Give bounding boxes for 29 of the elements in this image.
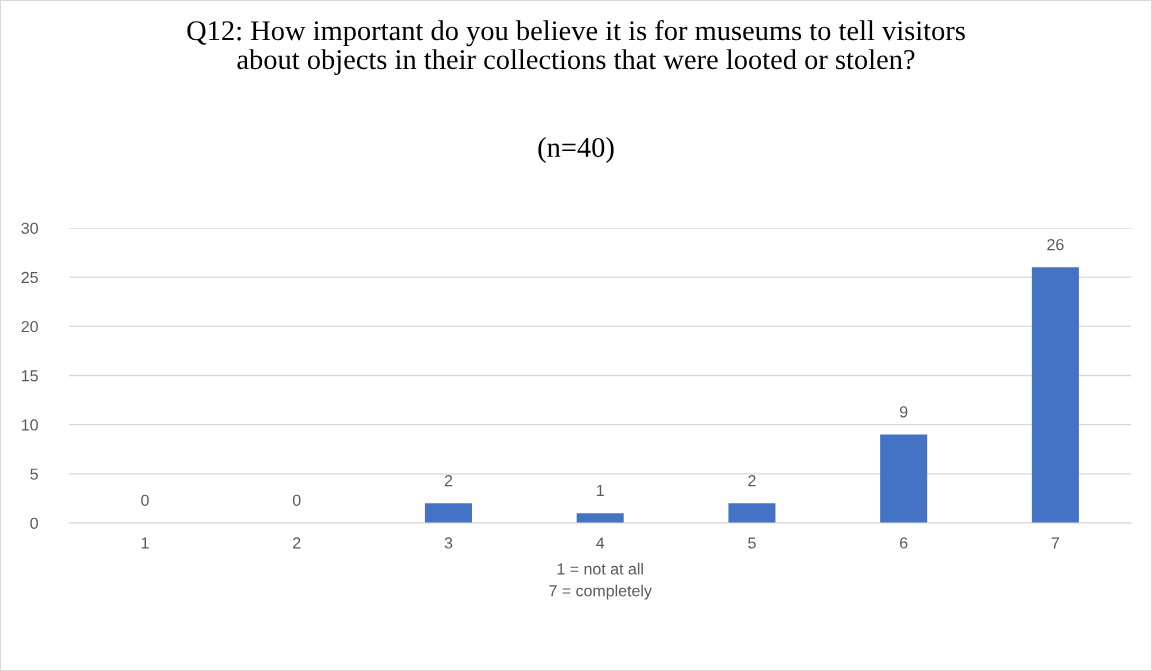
data-label: 2 xyxy=(444,474,453,487)
y-tick-label: 20 xyxy=(21,320,38,333)
x-tick-label: 5 xyxy=(748,537,756,549)
bar xyxy=(424,503,472,523)
y-tick-label: 0 xyxy=(30,517,38,529)
chart-subtitle: (n=40) xyxy=(538,137,614,163)
x-tick-label: 7 xyxy=(1051,537,1060,549)
data-label: 0 xyxy=(141,494,149,506)
data-label: 1 xyxy=(596,484,604,496)
y-tick-label: 5 xyxy=(30,468,38,480)
data-label: 9 xyxy=(899,406,908,418)
y-tick-label: 25 xyxy=(21,271,38,284)
y-tick-label: 10 xyxy=(22,419,38,431)
bar xyxy=(576,513,624,523)
bar xyxy=(1031,267,1079,523)
x-tick-label: 1 xyxy=(141,537,149,549)
x-tick-label: 6 xyxy=(900,537,908,549)
data-label: 2 xyxy=(748,474,756,487)
data-label: 0 xyxy=(292,494,301,506)
x-tick-label: 2 xyxy=(293,537,301,549)
x-axis-title: 1 = not at all 7 = completely xyxy=(549,562,652,600)
bar xyxy=(880,434,928,523)
y-tick-label: 30 xyxy=(21,222,38,234)
x-tick-label: 4 xyxy=(596,537,605,549)
data-label: 26 xyxy=(1047,238,1064,251)
y-tick-label: 15 xyxy=(22,370,38,382)
chart-title: Q12: How important do you believe it is for museums to tell visitors about objects in their collections that were looted or stolen? xyxy=(187,20,965,75)
bar xyxy=(728,503,776,523)
x-tick-label: 3 xyxy=(444,537,453,549)
